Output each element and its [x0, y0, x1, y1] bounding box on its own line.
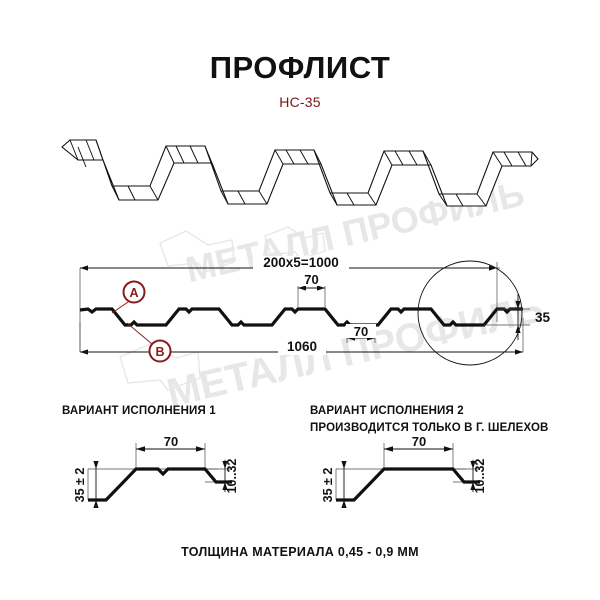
callout-a-label: A [129, 286, 138, 300]
variant-2-title-line2: ПРОИЗВОДИТСЯ ТОЛЬКО В Г. ШЕЛЕХОВ [310, 421, 549, 434]
dimension-label-profile-height: 35 [535, 310, 551, 325]
callout-a: A [111, 280, 146, 314]
variant-1-title: ВАРИАНТ ИСПОЛНЕНИЯ 1 [62, 403, 216, 420]
callout-b-circle [148, 339, 172, 363]
variant-1-label-flange-height: 10..32 [225, 459, 239, 494]
dimension-profile-height: 35 [484, 294, 551, 340]
dimension-pitch-total: 200x5=1000 [80, 255, 497, 271]
variant-1-dimension-height: 35 ± 2 [73, 461, 99, 508]
variant-1-label-profile-height: 35 ± 2 [73, 468, 87, 503]
dimension-label-crest-width: 70 [304, 272, 318, 287]
variant-2-dimension-height: 35 ± 2 [321, 461, 347, 508]
callout-a-circle [122, 280, 146, 304]
callout-b: B [126, 322, 172, 363]
variant-2-label-crest-width: 70 [412, 434, 426, 449]
variant-2-dimension-flange: 10..32 [470, 459, 487, 494]
variant-1-dimension-flange: 10..32 [222, 459, 239, 494]
variant-1-label-crest-width: 70 [164, 434, 178, 449]
dimension-crest-width: 70 [297, 272, 326, 307]
variant-2-title-line1: ВАРИАНТ ИСПОЛНЕНИЯ 2 [310, 405, 464, 417]
variant-2-drawing: 70 10..32 35 ± 2 [321, 434, 487, 508]
variant-2-title: ВАРИАНТ ИСПОЛНЕНИЯ 2 ПРОИЗВОДИТСЯ ТОЛЬКО… [310, 403, 549, 436]
variant-2-label-profile-height: 35 ± 2 [321, 468, 335, 503]
dimension-label-pitch-total: 200x5=1000 [263, 255, 338, 270]
corrugated-sheet-3d-view [61, 139, 539, 207]
material-thickness-text: ТОЛЩИНА МАТЕРИАЛА 0,45 - 0,9 ММ [181, 545, 419, 559]
profile-polyline [79, 307, 523, 327]
variant-2-profile [336, 467, 480, 502]
title-block: ПРОФЛИСТ НС-35 [0, 50, 600, 110]
page-title: ПРОФЛИСТ [209, 50, 391, 85]
variant-1-title-line1: ВАРИАНТ ИСПОЛНЕНИЯ 1 [62, 405, 216, 417]
page-subtitle: НС-35 [279, 93, 321, 110]
callout-b-label: B [155, 345, 164, 359]
cross-section-drawing: 200x5=1000 1060 70 [79, 255, 551, 366]
sheet-3d-fold-lines [69, 139, 533, 207]
material-thickness-note: ТОЛЩИНА МАТЕРИАЛА 0,45 - 0,9 ММ [0, 545, 600, 559]
dimension-label-overall-width: 1060 [287, 339, 317, 354]
dimension-valley-width: 70 [346, 324, 376, 343]
variant-2-label-flange-height: 10..32 [473, 459, 487, 494]
variant-1-dimension-crest: 70 [136, 434, 205, 452]
variant-1-profile [88, 467, 232, 502]
variant-1-drawing: 70 10..32 35 ± 2 [73, 434, 239, 508]
variant-2-dimension-crest: 70 [384, 434, 453, 452]
dimension-label-valley-width: 70 [354, 324, 368, 339]
detail-circle [417, 260, 523, 366]
